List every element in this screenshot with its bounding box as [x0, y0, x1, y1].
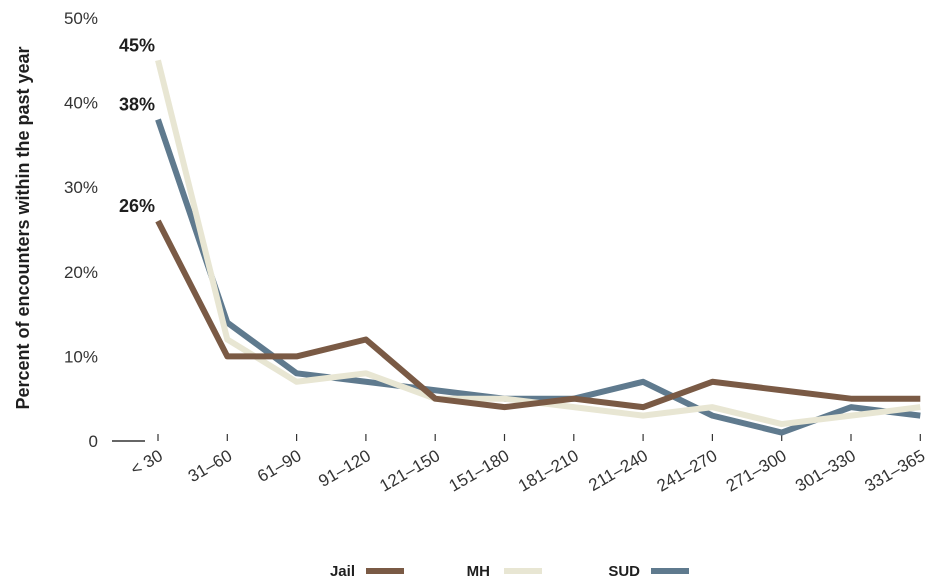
- x-tick-label: 151–180: [446, 446, 513, 496]
- x-tick-label: 211–240: [585, 446, 651, 495]
- legend-label: Jail: [330, 563, 355, 580]
- y-tick-label: 40%: [64, 94, 98, 113]
- x-tick-label: 91–120: [315, 446, 374, 491]
- series-lines: [155, 59, 921, 436]
- x-tick-label: 121–150: [376, 446, 443, 496]
- x-tick-label: 31–60: [185, 446, 235, 486]
- y-ticks: 0 10% 20% 30% 40% 50%: [64, 9, 98, 451]
- y-tick-label: 20%: [64, 263, 98, 282]
- data-label-jail: 26%: [119, 196, 155, 216]
- series-line-sud: [155, 118, 921, 436]
- x-tick-label: 331–365: [861, 446, 928, 496]
- x-tick-label: 301–330: [792, 446, 859, 496]
- x-tick-label: < 30: [127, 446, 166, 479]
- legend-label: SUD: [608, 563, 640, 580]
- data-label-mh: 45%: [119, 35, 155, 55]
- x-tick-label: 271–300: [723, 446, 790, 496]
- legend: Jail MH SUD: [330, 563, 689, 580]
- y-tick-label: 30%: [64, 178, 98, 197]
- y-tick-label: 0: [89, 432, 98, 451]
- legend-label: MH: [467, 563, 490, 580]
- y-axis-label: Percent of encounters within the past ye…: [13, 46, 33, 409]
- legend-item-sud: SUD: [608, 563, 689, 580]
- y-axis-label-group: Percent of encounters within the past ye…: [13, 46, 33, 409]
- legend-item-mh: MH: [467, 563, 542, 580]
- x-tick-label: 181–210: [515, 446, 582, 496]
- y-tick-label: 10%: [64, 347, 98, 366]
- y-tick-label: 50%: [64, 9, 98, 28]
- x-tick-label: 241–270: [654, 446, 721, 496]
- series-line-jail: [155, 219, 921, 411]
- series-line-mh: [155, 59, 921, 428]
- legend-item-jail: Jail: [330, 563, 404, 580]
- data-label-sud: 38%: [119, 95, 155, 115]
- x-ticks: < 30 31–60 61–90 91–120 121–150 151–180 181–21…: [127, 434, 928, 496]
- annotations: 45% 38% 26%: [119, 35, 155, 216]
- x-tick-label: 61–90: [254, 446, 304, 486]
